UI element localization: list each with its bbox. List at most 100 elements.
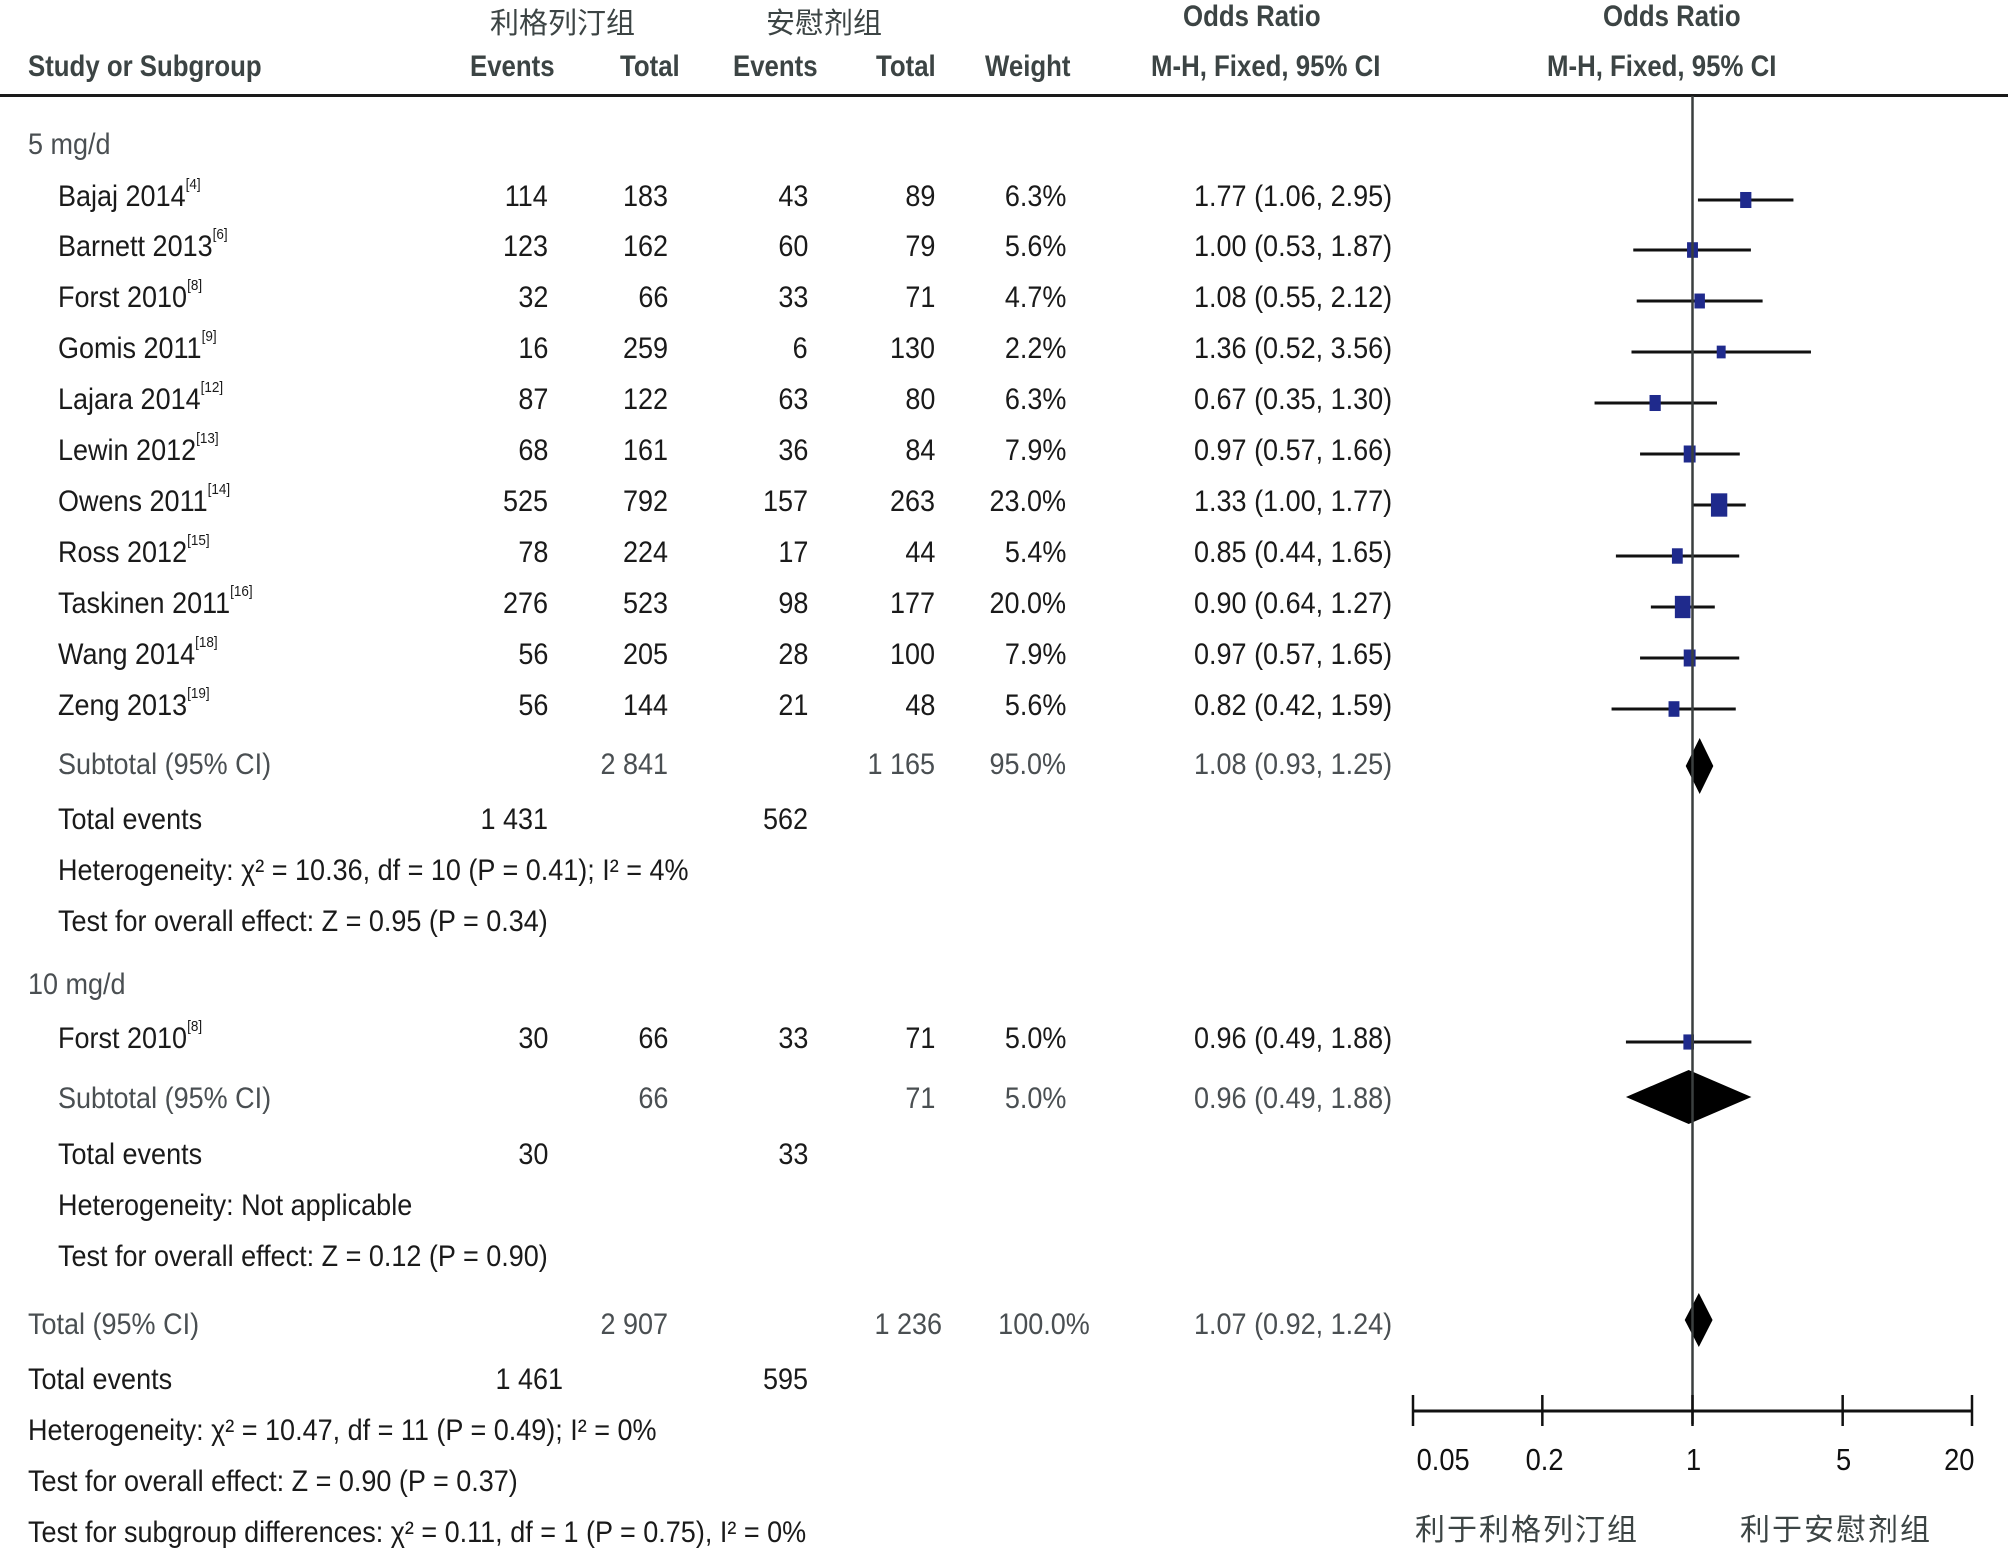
events-group1: 114 [504, 180, 548, 213]
total-group2: 263 [889, 485, 935, 518]
study-name: Ross 2012[15] [58, 532, 210, 570]
total1-header: Total [620, 50, 680, 83]
reference-superscript: [8] [187, 1018, 203, 1035]
summary-diamond [1625, 1070, 1752, 1124]
total-group2: 79 [904, 230, 935, 263]
events-group1: 78 [517, 536, 548, 569]
study-name-text: Lewin 2012 [58, 434, 197, 467]
events-group1: 276 [502, 587, 548, 620]
odds-ratio-ci: 0.85 (0.44, 1.65) [1193, 536, 1392, 569]
total-group1: 205 [622, 638, 668, 671]
summary-diamond [1684, 1293, 1713, 1347]
study-name-text: Forst 2010 [58, 1022, 188, 1055]
subtotal-weight: 95.0% [989, 748, 1066, 781]
weight-value: 20.0% [989, 587, 1066, 620]
study-name: Lajara 2014[12] [58, 379, 223, 417]
study-marker-square [1668, 701, 1680, 717]
favours-right-label: 利于安慰剂组 [1740, 1513, 1932, 1548]
reference-superscript: [6] [212, 226, 228, 243]
study-name: Taskinen 2011[16] [58, 583, 253, 621]
subgroup-label: 10 mg/d [28, 968, 126, 1001]
total-group1: 523 [622, 587, 668, 620]
or-title-left: Odds Ratio [1183, 0, 1321, 33]
events-group2: 43 [777, 180, 808, 213]
study-marker-square [1716, 345, 1726, 359]
total-group2: 71 [904, 281, 935, 314]
odds-ratio-ci: 0.97 (0.57, 1.65) [1193, 638, 1392, 671]
total-group2: 48 [904, 689, 935, 722]
events-group2: 6 [792, 332, 808, 365]
total-group2: 100 [889, 638, 935, 671]
events-group2: 21 [777, 689, 808, 722]
events-group1: 87 [517, 383, 548, 416]
study-name-text: Ross 2012 [58, 536, 188, 569]
study-name-text: Zeng 2013 [58, 689, 188, 722]
study-name: Bajaj 2014[4] [58, 176, 201, 214]
events-group2: 33 [777, 1022, 808, 1055]
total-weight: 100.0% [998, 1308, 1090, 1341]
events-group1: 525 [502, 485, 548, 518]
overall-effect-text: Test for overall effect: Z = 0.90 (P = 0… [28, 1465, 518, 1498]
subtotal-label: Subtotal (95% CI) [58, 1082, 272, 1115]
subtotal-total1: 2 841 [600, 748, 668, 781]
total-group1: 66 [637, 281, 668, 314]
or-title-right: Odds Ratio [1603, 0, 1741, 33]
weight-value: 2.2% [1004, 332, 1066, 365]
odds-ratio-ci: 1.00 (0.53, 1.87) [1193, 230, 1392, 263]
weight-value: 4.7% [1004, 281, 1066, 314]
events-group2: 33 [777, 281, 808, 314]
study-name-text: Gomis 2011 [58, 332, 202, 365]
total-group1: 162 [622, 230, 668, 263]
group1-header: 利格列汀组 [490, 6, 636, 40]
weight-value: 7.9% [1004, 638, 1066, 671]
study-name-text: Lajara 2014 [58, 383, 201, 416]
total-group2: 177 [889, 587, 935, 620]
study-name: Barnett 2013[6] [58, 226, 228, 264]
odds-ratio-ci: 0.82 (0.42, 1.59) [1193, 689, 1392, 722]
study-name: Lewin 2012[13] [58, 430, 219, 468]
odds-ratio-ci: 1.77 (1.06, 2.95) [1193, 180, 1392, 213]
study-name-text: Taskinen 2011 [58, 587, 231, 620]
total-group1: 66 [637, 1022, 668, 1055]
study-marker-square [1671, 548, 1683, 564]
subtotal-total2: 71 [904, 1082, 935, 1115]
total-events-label: Total events [28, 1363, 173, 1396]
heterogeneity-text: Heterogeneity: Not applicable [58, 1189, 413, 1222]
total-group2: 80 [904, 383, 935, 416]
study-name: Owens 2011[14] [58, 481, 230, 519]
study-column-header: Study or Subgroup [28, 50, 262, 83]
events-group1: 68 [517, 434, 548, 467]
events-group2: 17 [777, 536, 808, 569]
total-group2: 71 [904, 1022, 935, 1055]
study-marker-square [1674, 595, 1691, 619]
weight-value: 5.0% [1004, 1022, 1066, 1055]
study-name: Forst 2010[8] [58, 277, 202, 315]
weight-value: 5.4% [1004, 536, 1066, 569]
summary-diamond [1685, 738, 1714, 794]
events-group1: 30 [517, 1022, 548, 1055]
subtotal-total2: 1 165 [867, 748, 935, 781]
reference-superscript: [8] [187, 277, 203, 294]
total-group1: 792 [622, 485, 668, 518]
overall-effect-text: Test for overall effect: Z = 0.12 (P = 0… [58, 1240, 548, 1273]
total-group1: 224 [622, 536, 668, 569]
total-group2: 89 [904, 180, 935, 213]
odds-ratio-ci: 1.08 (0.55, 2.12) [1193, 281, 1392, 314]
total-events-label: Total events [58, 803, 203, 836]
reference-superscript: [16] [230, 583, 253, 600]
events-group1: 56 [517, 638, 548, 671]
reference-superscript: [15] [187, 532, 210, 549]
study-name-text: Barnett 2013 [58, 230, 213, 263]
odds-ratio-ci: 0.90 (0.64, 1.27) [1193, 587, 1392, 620]
total-label: Total (95% CI) [28, 1308, 200, 1341]
or-method-right: M-H, Fixed, 95% CI [1547, 50, 1777, 83]
reference-superscript: [19] [187, 685, 210, 702]
overall-effect-text: Test for overall effect: Z = 0.95 (P = 0… [58, 905, 548, 938]
reference-superscript: [18] [195, 634, 218, 651]
header-divider [0, 94, 2008, 97]
study-name: Gomis 2011[9] [58, 328, 217, 366]
study-name: Wang 2014[18] [58, 634, 218, 672]
reference-superscript: [9] [201, 328, 217, 345]
favours-left-label: 利于利格列汀组 [1415, 1513, 1639, 1548]
